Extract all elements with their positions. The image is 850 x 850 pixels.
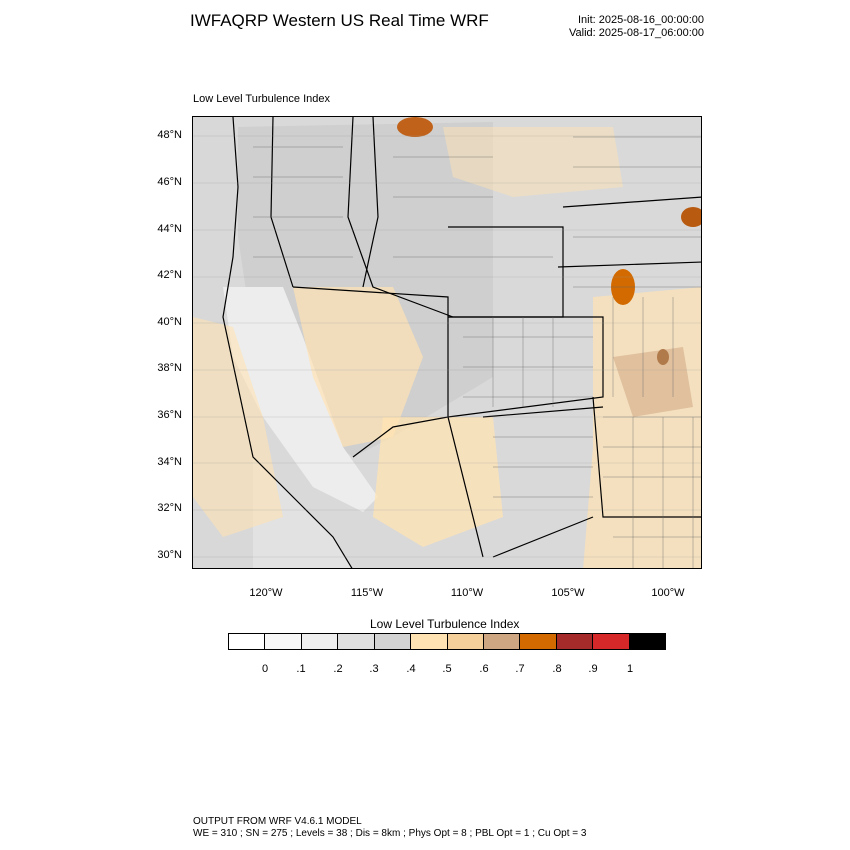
lat-label: 36°N (157, 409, 182, 421)
colorbar-label: .1 (296, 663, 306, 675)
colorbar-label: .8 (552, 663, 562, 675)
lon-label: 105°W (551, 587, 585, 599)
lat-label: 42°N (157, 269, 182, 281)
lat-label: 46°N (157, 176, 182, 188)
colorbar-title: Low Level Turbulence Index (370, 617, 520, 631)
lon-label: 100°W (651, 587, 685, 599)
lat-label: 48°N (157, 129, 182, 141)
colorbar-label: .5 (442, 663, 452, 675)
plot-subtitle: Low Level Turbulence Index (193, 93, 330, 105)
footer-model-line: OUTPUT FROM WRF V4.6.1 MODEL (193, 816, 362, 827)
colorbar-cell (265, 634, 302, 649)
lat-label: 32°N (157, 502, 182, 514)
colorbar (228, 633, 666, 650)
init-time: Init: 2025-08-16_00:00:00 (578, 14, 704, 26)
colorbar-cell (229, 634, 266, 649)
colorbar-cell (301, 634, 339, 649)
colorbar-label: .4 (406, 663, 416, 675)
colorbar-cell (556, 634, 594, 649)
colorbar-cell (447, 634, 484, 649)
colorbar-label: .2 (333, 663, 343, 675)
lon-label: 115°W (350, 587, 384, 599)
colorbar-cell (593, 634, 630, 649)
map-canvas (193, 117, 701, 568)
colorbar-label: .7 (515, 663, 525, 675)
map-plot (192, 116, 702, 569)
lat-label: 44°N (157, 223, 182, 235)
lat-label: 30°N (157, 549, 182, 561)
lon-label: 110°W (450, 587, 484, 599)
colorbar-label: .3 (369, 663, 379, 675)
lat-label: 38°N (157, 362, 182, 374)
colorbar-label: 1 (626, 663, 634, 675)
main-title: IWFAQRP Western US Real Time WRF (190, 11, 489, 30)
valid-time: Valid: 2025-08-17_06:00:00 (569, 27, 704, 39)
lon-label: 120°W (249, 587, 283, 599)
colorbar-label: .9 (588, 663, 598, 675)
colorbar-cell (411, 634, 448, 649)
colorbar-cell (338, 634, 375, 649)
colorbar-label: 0 (261, 663, 269, 675)
colorbar-cell (629, 634, 666, 649)
colorbar-cell (483, 634, 521, 649)
lat-label: 40°N (157, 316, 182, 328)
lat-label: 34°N (157, 456, 182, 468)
colorbar-cell (374, 634, 412, 649)
colorbar-cell (520, 634, 557, 649)
colorbar-label: .6 (479, 663, 489, 675)
footer-options-line: WE = 310 ; SN = 275 ; Levels = 38 ; Dis … (193, 828, 587, 839)
